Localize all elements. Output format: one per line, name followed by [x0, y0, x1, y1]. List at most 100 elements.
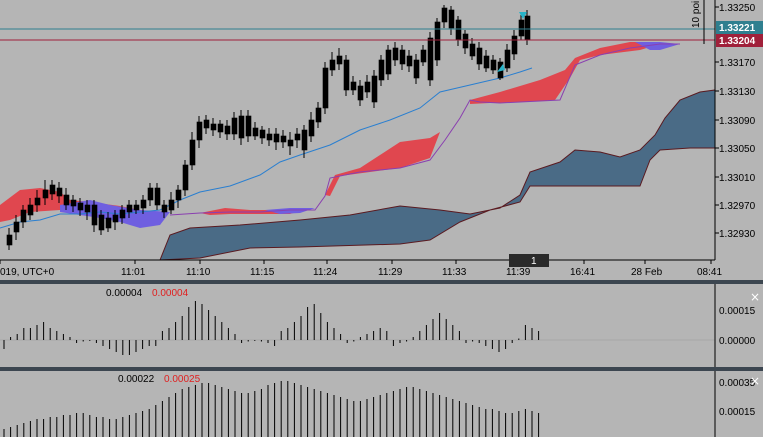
- candle-body: [245, 115, 252, 137]
- candle-body: [231, 117, 238, 135]
- candle-body: [350, 81, 357, 91]
- time-axis-label: 28 Feb: [631, 267, 663, 278]
- time-cursor-label: 1: [531, 256, 537, 267]
- ind2-axis-label-top: 0.00035: [719, 378, 756, 389]
- price-axis-label: 1.33130: [719, 87, 756, 98]
- candle-body: [84, 204, 91, 213]
- candle-body: [518, 19, 525, 37]
- candle-body: [357, 85, 364, 101]
- pane-separator-2[interactable]: [0, 367, 763, 371]
- candle-body: [147, 187, 154, 201]
- candle-body: [483, 55, 490, 69]
- candle-body: [34, 197, 41, 206]
- candle-body: [168, 199, 175, 211]
- ind1-value-a: 0.00004: [106, 288, 143, 299]
- candle-body: [98, 214, 105, 231]
- price-axis[interactable]: 1.33250 1.33170 1.33130 1.33090 1.33050 1.330…: [715, 3, 756, 240]
- candle-body: [6, 234, 13, 246]
- candle-body: [182, 164, 189, 191]
- candle-body: [448, 9, 455, 29]
- ind2-value-b: 0.00025: [164, 374, 201, 385]
- candle-body: [238, 115, 245, 139]
- ind2-value-a: 0.00022: [118, 374, 155, 385]
- candle-body: [371, 75, 378, 103]
- price-axis-label: 1.32970: [719, 201, 756, 212]
- candle-body: [56, 187, 63, 197]
- time-axis-label: 11:15: [250, 267, 275, 278]
- side-label: 10 poi: [691, 1, 702, 28]
- ind1-value-b: 0.00004: [152, 288, 189, 299]
- candle-body: [406, 55, 413, 67]
- candle-body: [427, 37, 434, 81]
- candle-body: [308, 119, 315, 137]
- candle-body: [511, 35, 518, 55]
- candle-body: [343, 59, 350, 91]
- price-axis-label: 1.33090: [719, 116, 756, 127]
- candle-body: [91, 204, 98, 226]
- candle-body: [434, 21, 441, 61]
- time-axis-label: 11:01: [121, 267, 146, 278]
- candle-body: [27, 204, 34, 216]
- candlesticks[interactable]: [6, 5, 531, 250]
- candle-body: [133, 204, 140, 211]
- candle-body: [217, 123, 224, 133]
- candle-body: [266, 133, 273, 141]
- indicator1-pane: [0, 301, 715, 355]
- candle-body: [490, 59, 497, 71]
- candle-body: [77, 202, 84, 211]
- candle-body: [210, 123, 217, 131]
- candle-body: [105, 217, 112, 229]
- candle-body: [315, 107, 322, 123]
- ind1-axis-label-zero: 0.00000: [719, 336, 756, 347]
- candle-body: [252, 127, 259, 137]
- ask-price-tag: [716, 34, 763, 47]
- candle-body: [329, 59, 336, 71]
- candle-body: [336, 55, 343, 65]
- candle-body: [20, 209, 27, 223]
- candle-body: [469, 43, 476, 57]
- time-axis-label: 11:33: [442, 267, 467, 278]
- price-axis-label: 1.33050: [719, 144, 756, 155]
- candle-body: [126, 204, 133, 213]
- close-icon[interactable]: ×: [750, 290, 760, 304]
- indicator-lines: [0, 43, 680, 229]
- time-axis-label: 11:10: [186, 267, 211, 278]
- candle-body: [413, 59, 420, 79]
- tenkan-line: [0, 67, 533, 229]
- ind2-axis-label-bottom: 0.00015: [719, 407, 756, 418]
- time-axis[interactable]: 019, UTC+0 11:01 11:10 11:15 11:24 11:29 11:33…: [0, 260, 722, 278]
- candle-body: [287, 139, 294, 147]
- candle-body: [364, 81, 371, 93]
- candle-body: [294, 133, 301, 141]
- candle-body: [63, 194, 70, 206]
- arrow-down-icon: [519, 12, 527, 19]
- candle-body: [13, 221, 20, 233]
- candle-body: [70, 199, 77, 207]
- bid-price-tag-text: 1.33221: [719, 23, 756, 34]
- kijun-line: [169, 43, 680, 216]
- candle-body: [189, 139, 196, 166]
- close-icon[interactable]: ×: [750, 374, 760, 388]
- candle-body: [224, 125, 231, 135]
- time-axis-label: 11:24: [313, 267, 338, 278]
- time-cursor-badge[interactable]: [509, 254, 549, 267]
- candle-body: [399, 49, 406, 65]
- candle-body: [378, 59, 385, 81]
- indicator2-pane: [3, 381, 540, 437]
- candle-body: [42, 189, 49, 199]
- candle-body: [392, 47, 399, 61]
- time-axis-label: 08:41: [697, 267, 722, 278]
- ichimoku-cloud: [0, 42, 680, 228]
- candle-body: [441, 7, 448, 23]
- candle-body: [259, 129, 266, 139]
- candle-body: [49, 184, 56, 195]
- candle-body: [119, 209, 126, 219]
- price-axis-label: 1.33010: [719, 173, 756, 184]
- candle-body: [504, 49, 511, 69]
- candle-body: [385, 49, 392, 75]
- candle-body: [476, 47, 483, 65]
- candle-body: [196, 121, 203, 141]
- candle-body: [524, 15, 531, 41]
- pane-separator-1[interactable]: [0, 280, 763, 284]
